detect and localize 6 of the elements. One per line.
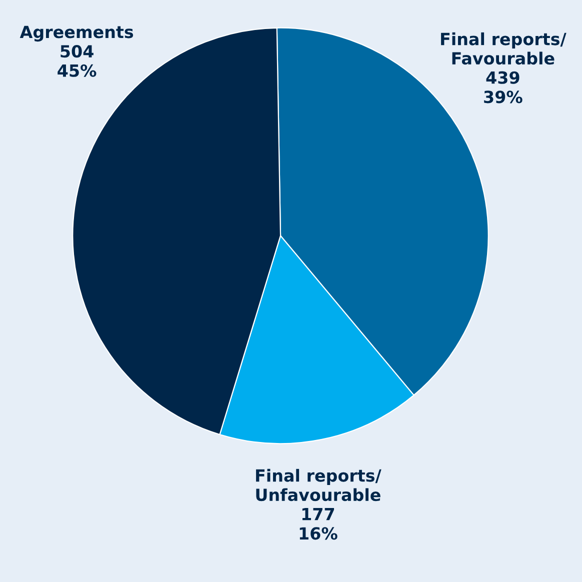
data-label: 504 45% — [58, 45, 96, 77]
slice-label: Final reports/ Unfavourable — [256, 468, 382, 502]
slice-label: Final reports/ Favourable — [441, 32, 566, 65]
data-label: 439 39% — [484, 71, 522, 104]
data-label: 177 16% — [300, 508, 338, 540]
slice-label: Agreements — [20, 26, 134, 42]
